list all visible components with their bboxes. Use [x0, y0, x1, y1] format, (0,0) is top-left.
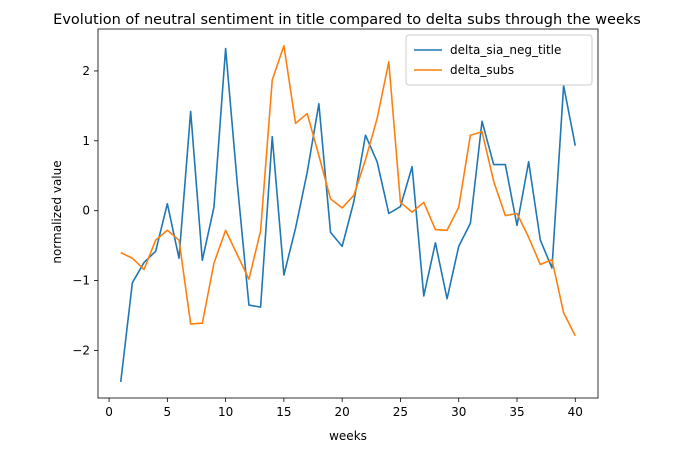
y-tick-label: −2	[72, 343, 90, 357]
legend-label: delta_subs	[450, 63, 514, 77]
x-tick-label: 40	[568, 405, 583, 419]
legend-box	[405, 34, 593, 86]
plot-area	[119, 44, 577, 383]
x-tick-label: 30	[451, 405, 466, 419]
legend: delta_sia_neg_title delta_subs	[405, 34, 593, 86]
x-tick-label: 0	[105, 405, 113, 419]
series-line-delta_sia_neg_title	[119, 47, 577, 383]
series-line-delta_subs	[120, 44, 576, 337]
x-axis-label: weeks	[329, 429, 367, 443]
x-tick-label: 10	[218, 405, 233, 419]
x-tick-label: 35	[509, 405, 524, 419]
y-axis-label: normalized value	[50, 160, 64, 263]
y-axis: −2 −1 0 1 2	[72, 64, 98, 357]
y-tick-label: 1	[82, 134, 90, 148]
x-axis: 0 5 10 15 20 25 30 35 40	[105, 398, 583, 419]
chart-title: Evolution of neutral sentiment in title …	[53, 12, 641, 28]
y-tick-label: −1	[72, 274, 90, 288]
x-tick-label: 15	[276, 405, 291, 419]
y-tick-label: 2	[82, 64, 90, 78]
legend-label: delta_sia_neg_title	[450, 43, 561, 57]
x-tick-label: 5	[164, 405, 172, 419]
plot-frame	[97, 28, 599, 399]
y-tick-label: 0	[82, 204, 90, 218]
x-tick-label: 25	[393, 405, 408, 419]
x-tick-label: 20	[335, 405, 350, 419]
